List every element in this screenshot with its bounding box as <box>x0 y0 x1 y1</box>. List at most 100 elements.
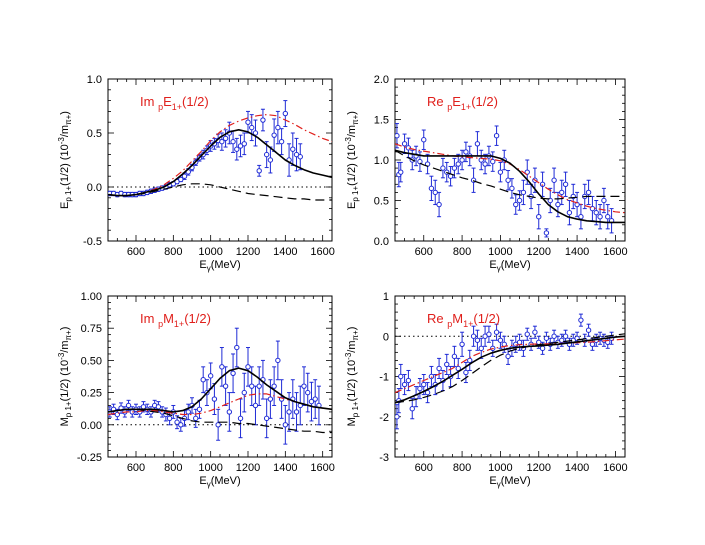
chart-panel-bottom-left: 600 800 1000 1200 1400 1600 -0.25 0.00 0.25 0.50 0… <box>57 291 335 489</box>
data-point <box>166 415 173 422</box>
data-points <box>395 313 615 430</box>
data-point <box>520 189 527 196</box>
data-point <box>536 214 542 220</box>
data-point <box>267 157 274 163</box>
y-tick-label: -3 <box>379 452 389 464</box>
data-point <box>509 185 515 192</box>
data-point <box>256 383 262 389</box>
x-tick-label: 1400 <box>565 462 589 474</box>
panel-title: Re pM1+(1/2) <box>427 311 500 329</box>
data-point <box>428 373 435 380</box>
data-point <box>578 317 584 323</box>
data-point <box>585 327 592 333</box>
data-point <box>601 197 607 204</box>
data-point <box>155 404 162 410</box>
red-dashdot-curve <box>108 114 332 197</box>
x-axis-label: Eγ(MeV) <box>489 259 530 273</box>
data-point <box>271 132 277 138</box>
x-tick-label: 1600 <box>603 246 627 258</box>
data-point <box>555 201 561 208</box>
data-point <box>605 214 611 220</box>
dashed-curve <box>395 149 625 200</box>
x-tick-label: 1400 <box>273 246 297 258</box>
solid-curve <box>395 335 625 404</box>
data-point <box>290 146 296 152</box>
data-point <box>486 331 492 337</box>
y-tick-label: 0.50 <box>81 355 102 367</box>
data-point <box>395 414 400 420</box>
data-point <box>578 214 584 220</box>
data-point <box>551 177 557 183</box>
data-point <box>395 133 400 139</box>
x-tick-label: 600 <box>415 462 433 474</box>
data-point <box>463 149 469 155</box>
x-tick-label: 1200 <box>527 246 551 258</box>
y-tick-label: -1 <box>379 372 389 384</box>
chart-panel-bottom-right: 600 800 1000 1200 1400 1600 -3 -2 -1 0 1 Re pM1+(1/… <box>344 291 628 489</box>
dashed-curve <box>108 408 332 434</box>
data-point <box>222 135 229 142</box>
data-point <box>455 365 461 372</box>
data-point <box>178 176 184 183</box>
data-point <box>275 124 281 131</box>
chart-panel-top-left: 600 800 1000 1200 1400 1600 -0.5 0.0 0.5 1.0 Im pE… <box>57 74 335 273</box>
x-tick-label: 800 <box>164 246 182 258</box>
data-point <box>398 373 404 380</box>
data-point <box>559 337 565 343</box>
data-point <box>234 146 240 152</box>
data-point <box>424 389 431 396</box>
y-tick-label: 0.5 <box>374 196 389 208</box>
x-axis-label: Eγ(MeV) <box>199 475 240 489</box>
x-tick-label: 800 <box>453 462 471 474</box>
data-points <box>108 327 322 445</box>
y-axis-label: Mp 1+(1/2) (10-3/mπ+) <box>344 327 360 427</box>
data-point <box>490 158 496 165</box>
data-point <box>181 173 188 179</box>
data-point <box>405 377 412 384</box>
y-tick-label: 2.0 <box>374 74 389 86</box>
data-point <box>505 177 511 183</box>
data-point <box>278 138 285 145</box>
data-point <box>524 331 530 337</box>
chart-panel-top-right: 600 800 1000 1200 1400 1600 0.0 0.5 1.0 1.5 2.0 Re … <box>344 74 628 273</box>
data-point <box>497 337 504 343</box>
x-tick-label: 1200 <box>527 462 551 474</box>
data-point <box>256 168 262 174</box>
data-point <box>282 422 289 428</box>
data-point <box>513 201 519 208</box>
data-point <box>474 337 481 343</box>
data-point <box>226 409 233 415</box>
data-point <box>482 161 488 167</box>
data-point <box>516 197 523 204</box>
x-axis-label: Eγ(MeV) <box>489 475 530 489</box>
data-point <box>219 364 225 370</box>
y-tick-label: 0 <box>383 331 389 343</box>
y-tick-label: 0.5 <box>87 128 102 140</box>
data-points <box>395 123 615 238</box>
y-tick-label: 0.00 <box>81 420 102 432</box>
data-point <box>562 333 569 339</box>
data-point <box>455 161 461 167</box>
data-point <box>401 141 408 147</box>
y-tick-label: -2 <box>379 412 389 424</box>
data-point <box>249 383 255 389</box>
data-point <box>585 189 592 196</box>
solid-curve <box>108 129 332 197</box>
x-axis-label: Eγ(MeV) <box>199 259 240 273</box>
x-tick-label: 600 <box>127 462 145 474</box>
data-point <box>286 409 292 415</box>
x-tick-label: 1200 <box>236 246 260 258</box>
x-tick-label: 1000 <box>198 462 222 474</box>
data-point <box>230 370 236 376</box>
y-tick-label: 0.75 <box>81 323 102 335</box>
data-point <box>493 133 500 139</box>
data-point <box>589 341 596 347</box>
data-point <box>252 130 259 136</box>
data-point <box>398 169 404 175</box>
data-point <box>263 151 270 158</box>
x-tick-label: 1600 <box>310 246 334 258</box>
data-point <box>417 385 423 392</box>
data-point <box>275 357 281 364</box>
dashed-curve <box>395 333 625 404</box>
data-point <box>215 422 221 428</box>
